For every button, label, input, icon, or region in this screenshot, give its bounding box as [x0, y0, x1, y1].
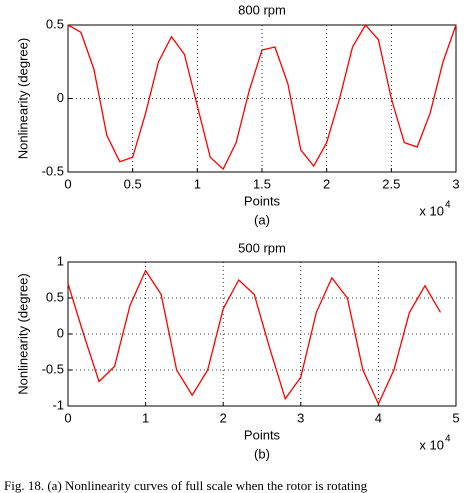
x-axis-label: Points	[244, 427, 281, 442]
y-tick-label: 0	[57, 325, 64, 340]
x-tick-label: 2	[220, 410, 227, 425]
x-multiplier-exponent: 4	[445, 200, 451, 211]
x-tick-label: 1	[142, 410, 149, 425]
y-tick-label: -1	[52, 397, 64, 412]
x-tick-label: 5	[452, 410, 459, 425]
y-tick-label: 0	[57, 90, 64, 105]
data-line	[67, 269, 442, 406]
y-tick-label: -0.5	[42, 163, 64, 178]
sub-label: (b)	[254, 446, 270, 461]
x-tick-label: 0	[64, 410, 71, 425]
y-tick-label: 0.5	[46, 16, 64, 31]
x-axis-label: Points	[244, 193, 281, 208]
y-tick-label: 0.5	[46, 289, 64, 304]
x-tick-label: 4	[375, 410, 382, 425]
x-tick-label: 1.5	[253, 176, 271, 191]
x-tick-label: 3	[452, 176, 459, 191]
x-multiplier-exponent: 4	[445, 434, 451, 445]
sub-label: (a)	[254, 212, 270, 227]
x-tick-label: 3	[297, 410, 304, 425]
data-line	[67, 23, 457, 171]
chart-title: 800 rpm	[238, 2, 286, 17]
x-tick-label: 1	[194, 176, 201, 191]
y-axis-label: Nonlinearity (degree)	[15, 38, 30, 159]
y-tick-label: 1	[57, 253, 64, 268]
x-tick-label: 0.5	[124, 176, 142, 191]
x-tick-label: 2.5	[382, 176, 400, 191]
x-tick-label: 0	[64, 176, 71, 191]
x-multiplier: x 10	[419, 203, 444, 218]
chart-title: 500 rpm	[238, 240, 286, 255]
caption: Fig. 18. (a) Nonlinearity curves of full…	[4, 478, 368, 493]
y-axis-label: Nonlinearity (degree)	[15, 273, 30, 394]
plot-frame	[67, 261, 457, 407]
plot-frame	[67, 24, 457, 173]
y-tick-label: -0.5	[42, 361, 64, 376]
x-multiplier: x 10	[419, 437, 444, 452]
x-tick-label: 2	[323, 176, 330, 191]
